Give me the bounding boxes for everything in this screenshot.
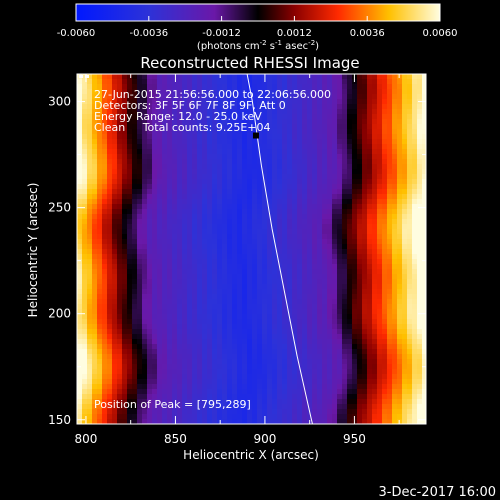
x-tick-label: 800 [74,432,97,446]
colorbar-gradient [75,3,441,22]
heatmap-image [77,74,426,424]
colorbar-ticks: -0.0060 -0.0036 -0.0012 0.0012 0.0036 0.0060 [57,16,458,39]
colorbar-tick-label: 0.0012 [277,28,312,39]
x-tick-label: 950 [343,432,366,446]
plot-frame [76,73,427,425]
time-range-annotation: 27-Jun-2015 21:56:56.000 to 22:06:56.000 [94,88,331,101]
axis-ticks: 800 850 900 950 150 200 250 300 [48,74,426,446]
solar-limb-line [246,74,313,424]
colorbar-tick-label: -0.0036 [129,28,168,39]
energy-range-annotation: Energy Range: 12.0 - 25.0 keV [94,110,262,123]
y-axis-label: Heliocentric Y (arcsec) [26,183,40,318]
clean-counts-annotation: Clean Total counts: 9.25E+04 [94,121,271,134]
colorbar-unit-label: (photons cm-2 s-1 asec-2) [197,39,319,52]
x-axis-label: Heliocentric X (arcsec) [183,448,319,462]
x-tick-label: 900 [253,432,276,446]
colorbar-tick-label: -0.0012 [202,28,241,39]
colorbar-tick-label: 0.0060 [423,28,458,39]
chart-title: Reconstructed RHESSI Image [140,54,359,72]
corner-marker [79,75,83,78]
colorbar: -0.0060 -0.0036 -0.0012 0.0012 0.0036 0.0060 … [57,3,458,52]
peak-position-annotation: Position of Peak = [795,289] [94,398,251,411]
footer-date: 3-Dec-2017 16:00 [379,485,497,500]
corner-marker [85,75,89,78]
colorbar-tick-label: 0.0036 [350,28,385,39]
y-tick-label: 200 [48,307,71,321]
peak-marker [252,132,259,139]
y-tick-label: 150 [48,413,71,427]
y-tick-label: 250 [48,201,71,215]
detectors-annotation: Detectors: 3F 5F 6F 7F 8F 9F, Att 0 [94,99,286,112]
colorbar-tick-label: -0.0060 [57,28,96,39]
y-tick-label: 300 [48,95,71,109]
x-tick-label: 850 [164,432,187,446]
